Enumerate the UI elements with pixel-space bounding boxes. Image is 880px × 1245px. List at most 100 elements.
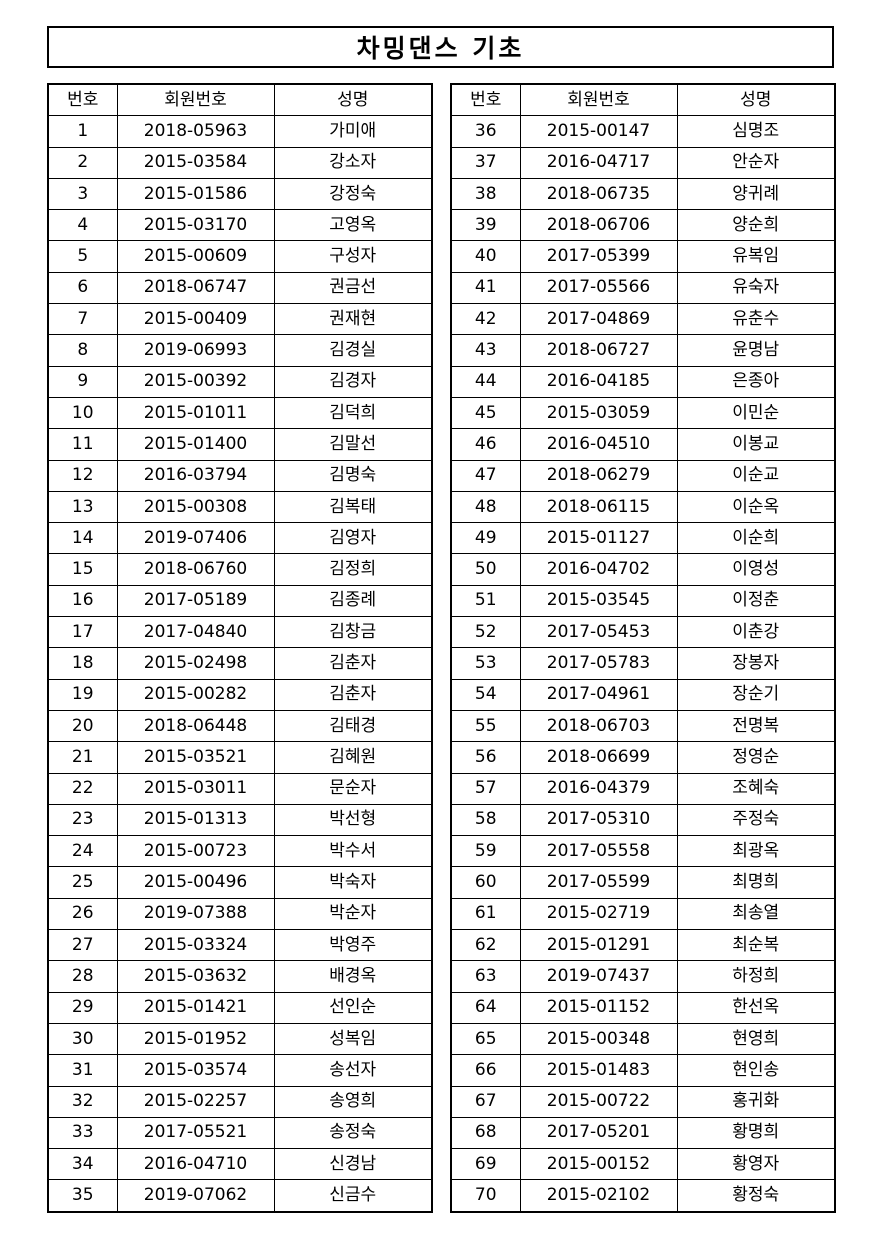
cell-name: 송선자 — [273, 1054, 433, 1087]
table-row: 18 2015-02498 김춘자 — [47, 647, 433, 680]
cell-number: 57 — [450, 772, 521, 805]
cell-member-id: 2015-01400 — [116, 428, 275, 461]
cell-member-id: 2015-03324 — [116, 929, 275, 962]
cell-name: 김창금 — [273, 616, 433, 649]
cell-number: 13 — [47, 490, 118, 524]
cell-name: 강소자 — [273, 146, 433, 179]
table-row: 66 2015-01483 현인송 — [450, 1054, 836, 1087]
cell-name: 한선옥 — [676, 991, 836, 1024]
cell-member-id: 2015-01011 — [116, 396, 275, 430]
cell-number: 67 — [450, 1085, 521, 1118]
header-number: 번호 — [450, 83, 521, 117]
table-row: 16 2017-05189 김종례 — [47, 584, 433, 618]
cell-number: 28 — [47, 960, 118, 993]
table-row: 8 2019-06993 김경실 — [47, 334, 433, 367]
table-row: 11 2015-01400 김말선 — [47, 428, 433, 461]
cell-name: 하정희 — [676, 960, 836, 993]
cell-name: 박선형 — [273, 803, 433, 837]
cell-name: 박순자 — [273, 897, 433, 931]
cell-name: 김혜원 — [273, 741, 433, 774]
cell-number: 65 — [450, 1022, 521, 1056]
cell-member-id: 2018-06735 — [519, 177, 678, 211]
cell-member-id: 2015-00348 — [519, 1022, 678, 1056]
cell-name: 권재현 — [273, 303, 433, 336]
cell-member-id: 2015-01291 — [519, 929, 678, 962]
table-row: 46 2016-04510 이봉교 — [450, 428, 836, 461]
cell-name: 김춘자 — [273, 647, 433, 680]
table-row: 58 2017-05310 주정숙 — [450, 803, 836, 837]
cell-name: 박영주 — [273, 929, 433, 962]
cell-number: 45 — [450, 396, 521, 430]
cell-name: 김종례 — [273, 584, 433, 618]
cell-member-id: 2018-06279 — [519, 459, 678, 492]
cell-number: 3 — [47, 177, 118, 211]
table-row: 29 2015-01421 선인순 — [47, 991, 433, 1024]
cell-name: 이민순 — [676, 396, 836, 430]
cell-number: 20 — [47, 709, 118, 743]
cell-member-id: 2015-01483 — [519, 1054, 678, 1087]
member-table-right: 번호 회원번호 성명 36 2015-00147 심명조 37 2016-04717 안순… — [450, 83, 836, 1213]
cell-member-id: 2015-01952 — [116, 1022, 275, 1056]
cell-member-id: 2015-00392 — [116, 365, 275, 398]
table-row: 50 2016-04702 이영성 — [450, 553, 836, 586]
cell-name: 김덕희 — [273, 396, 433, 430]
cell-number: 22 — [47, 772, 118, 805]
table-row: 70 2015-02102 황정숙 — [450, 1179, 836, 1213]
cell-number: 9 — [47, 365, 118, 398]
table-row: 47 2018-06279 이순교 — [450, 459, 836, 492]
table-row: 21 2015-03521 김혜원 — [47, 741, 433, 774]
table-row: 56 2018-06699 정영순 — [450, 741, 836, 774]
table-row: 54 2017-04961 장순기 — [450, 678, 836, 711]
cell-number: 33 — [47, 1116, 118, 1150]
table-row: 69 2015-00152 황영자 — [450, 1148, 836, 1181]
table-row: 9 2015-00392 김경자 — [47, 365, 433, 398]
cell-member-id: 2018-06699 — [519, 741, 678, 774]
table-row: 2 2015-03584 강소자 — [47, 146, 433, 179]
cell-name: 송정숙 — [273, 1116, 433, 1150]
cell-member-id: 2019-07388 — [116, 897, 275, 931]
cell-name: 장순기 — [676, 678, 836, 711]
cell-member-id: 2015-01313 — [116, 803, 275, 837]
table-row: 10 2015-01011 김덕희 — [47, 396, 433, 430]
cell-number: 50 — [450, 553, 521, 586]
cell-number: 1 — [47, 115, 118, 148]
table-row: 40 2017-05399 유복임 — [450, 240, 836, 273]
cell-member-id: 2017-04961 — [519, 678, 678, 711]
table-row: 36 2015-00147 심명조 — [450, 115, 836, 148]
table-row: 57 2016-04379 조혜숙 — [450, 772, 836, 805]
cell-number: 56 — [450, 741, 521, 774]
cell-name: 가미애 — [273, 115, 433, 148]
table-row: 25 2015-00496 박숙자 — [47, 866, 433, 899]
table-row: 24 2015-00723 박수서 — [47, 835, 433, 868]
cell-name: 박숙자 — [273, 866, 433, 899]
cell-name: 김명숙 — [273, 459, 433, 492]
cell-number: 51 — [450, 584, 521, 618]
cell-name: 유복임 — [676, 240, 836, 273]
cell-name: 황명희 — [676, 1116, 836, 1150]
cell-name: 신경남 — [273, 1148, 433, 1181]
table-row: 41 2017-05566 유숙자 — [450, 271, 836, 305]
cell-name: 황영자 — [676, 1148, 836, 1181]
cell-member-id: 2017-05453 — [519, 616, 678, 649]
cell-number: 64 — [450, 991, 521, 1024]
cell-name: 양귀례 — [676, 177, 836, 211]
table-row: 51 2015-03545 이정춘 — [450, 584, 836, 618]
table-row: 20 2018-06448 김태경 — [47, 709, 433, 743]
cell-name: 문순자 — [273, 772, 433, 805]
cell-member-id: 2017-05399 — [519, 240, 678, 273]
table-row: 23 2015-01313 박선형 — [47, 803, 433, 837]
cell-member-id: 2015-03011 — [116, 772, 275, 805]
cell-name: 배경옥 — [273, 960, 433, 993]
header-member-id: 회원번호 — [519, 83, 678, 117]
table-row: 59 2017-05558 최광옥 — [450, 835, 836, 868]
cell-member-id: 2018-06703 — [519, 709, 678, 743]
cell-number: 66 — [450, 1054, 521, 1087]
member-table-left: 번호 회원번호 성명 1 2018-05963 가미애 2 2015-03584 강소자 3… — [47, 83, 433, 1213]
cell-member-id: 2017-05189 — [116, 584, 275, 618]
table-row: 26 2019-07388 박순자 — [47, 897, 433, 931]
cell-number: 18 — [47, 647, 118, 680]
table-row: 33 2017-05521 송정숙 — [47, 1116, 433, 1150]
cell-name: 유춘수 — [676, 303, 836, 336]
cell-member-id: 2015-03545 — [519, 584, 678, 618]
cell-number: 5 — [47, 240, 118, 273]
